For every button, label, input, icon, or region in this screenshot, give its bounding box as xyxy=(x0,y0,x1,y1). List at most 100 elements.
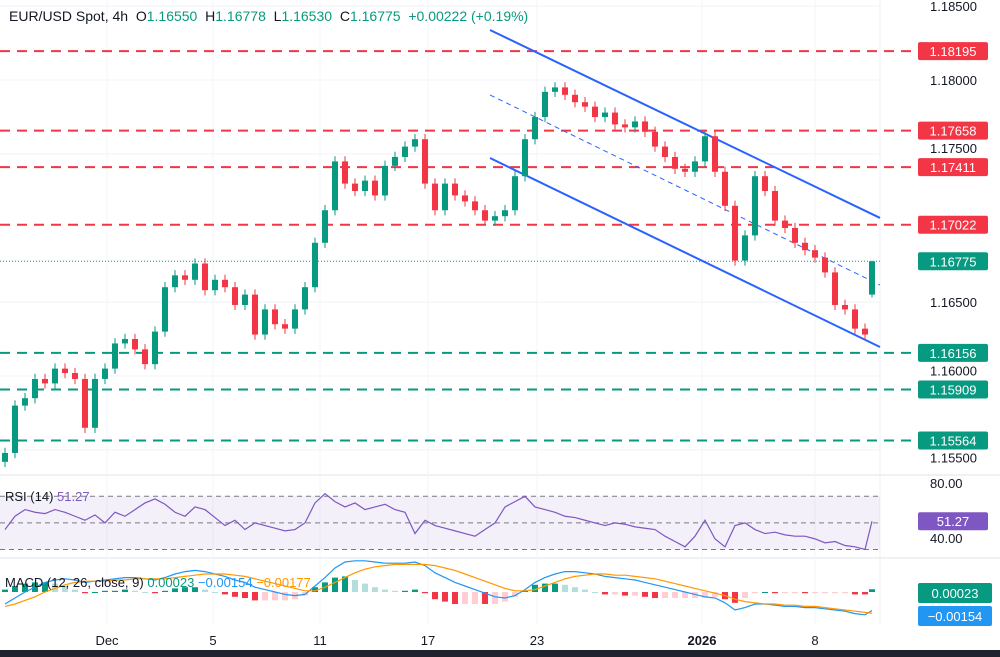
candle-body xyxy=(292,309,298,329)
macd-histogram-bar xyxy=(842,592,848,594)
candle-body xyxy=(252,294,258,335)
low-value: 1.16530 xyxy=(281,8,333,24)
open-label: O xyxy=(135,8,147,24)
macd-histogram-bar xyxy=(752,592,758,594)
candle-body xyxy=(82,378,88,428)
open-value: 1.16550 xyxy=(146,8,198,24)
macd-histogram-bar xyxy=(412,589,418,592)
rsi-title[interactable]: RSI (14) xyxy=(5,489,54,504)
macd-histogram-bar xyxy=(422,592,428,594)
candle-body xyxy=(362,180,368,191)
candle-body xyxy=(592,106,598,117)
macd-histogram-bar xyxy=(742,592,748,598)
macd-histogram-bar xyxy=(732,592,738,603)
macd-histogram-bar xyxy=(262,592,268,601)
macd-histogram-bar xyxy=(662,592,668,598)
macd-histogram-bar xyxy=(312,587,318,592)
macd-histogram-bar xyxy=(682,592,688,598)
candle-body xyxy=(132,339,138,350)
candle-body xyxy=(432,183,438,211)
candle-body xyxy=(812,250,818,258)
candle-body xyxy=(712,136,718,172)
candle-body xyxy=(312,242,318,288)
macd-histogram-bar xyxy=(222,592,228,595)
macd-histogram-bar xyxy=(122,589,128,592)
candle-body xyxy=(42,378,48,384)
time-tick-label: 23 xyxy=(530,633,544,648)
macd-histogram-bar xyxy=(212,592,218,593)
macd-histogram-bar xyxy=(762,592,768,593)
candle-body xyxy=(782,220,788,228)
candle-body xyxy=(422,139,428,184)
candle-body xyxy=(62,368,68,374)
macd-histogram-bar xyxy=(82,592,88,594)
candle-body xyxy=(822,257,828,273)
macd-histogram-bar xyxy=(822,592,828,594)
candle-body xyxy=(742,235,748,261)
macd-line-value: −0.00154 xyxy=(197,575,253,590)
macd-histogram-bar xyxy=(492,592,498,604)
macd-histogram-bar xyxy=(42,582,48,592)
time-tick-label: 11 xyxy=(313,633,327,648)
macd-histogram-bar xyxy=(432,592,438,600)
resistance-price-badge xyxy=(918,215,988,234)
candle-body xyxy=(642,121,648,132)
macd-histogram-bar xyxy=(542,583,548,592)
macd-histogram-bar xyxy=(382,589,388,592)
macd-legend: MACD (12, 26, close, 9) 0.00023 −0.00154… xyxy=(5,575,311,590)
symbol-legend: EUR/USD Spot, 4h O1.16550 H1.16778 L1.16… xyxy=(9,8,528,24)
candle-body xyxy=(92,378,98,428)
candle-body xyxy=(32,378,38,399)
macd-histogram-bar xyxy=(362,583,368,592)
candle-body xyxy=(192,263,198,280)
macd-histogram-bar xyxy=(622,592,628,596)
macd-histogram-bar xyxy=(352,580,358,592)
level-price-label: 1.16775 xyxy=(930,254,977,269)
macd-histogram-bar xyxy=(572,587,578,592)
rsi-tick-label: 40.00 xyxy=(930,531,963,546)
candle-body xyxy=(452,183,458,196)
macd-histogram-bar xyxy=(252,592,258,601)
macd-histogram-bar xyxy=(242,592,248,598)
macd-histogram-bar xyxy=(192,587,198,592)
macd-histogram-bar xyxy=(202,589,208,592)
macd-macd-badge-label: −0.00154 xyxy=(928,609,983,624)
macd-histogram-bar xyxy=(642,592,648,597)
macd-histogram-bar xyxy=(402,590,408,592)
candle-body xyxy=(572,94,578,103)
candle-body xyxy=(442,183,448,211)
candle-body xyxy=(152,331,158,365)
candle-body xyxy=(242,294,248,305)
macd-histogram-bar xyxy=(472,592,478,604)
macd-histogram-bar xyxy=(332,577,338,592)
candle-body xyxy=(232,287,238,305)
macd-hist-value: 0.00023 xyxy=(147,575,195,590)
candle-body xyxy=(842,304,848,310)
macd-histogram-bar xyxy=(512,592,518,597)
macd-histogram-bar xyxy=(522,590,528,592)
macd-histogram-bar xyxy=(862,592,868,595)
candle-body xyxy=(862,328,868,335)
macd-histogram-bar xyxy=(632,592,638,596)
candle-body xyxy=(302,287,308,310)
candle-body xyxy=(682,168,688,172)
macd-histogram-bar xyxy=(152,592,158,594)
macd-title[interactable]: MACD (12, 26, close, 9) xyxy=(5,575,144,590)
macd-line xyxy=(4,560,873,616)
macd-histogram-bar xyxy=(232,592,238,597)
macd-histogram-bar xyxy=(22,583,28,592)
macd-histogram-bar xyxy=(562,584,568,592)
macd-signal-value: −0.00177 xyxy=(256,575,311,590)
candle-body xyxy=(632,121,638,128)
symbol-name[interactable]: EUR/USD Spot, 4h xyxy=(9,8,129,24)
macd-histogram-bar xyxy=(442,592,448,602)
candle-body xyxy=(172,275,178,288)
macd-histogram-bar xyxy=(782,592,788,594)
level-price-label: 1.15564 xyxy=(930,434,977,449)
candle-body xyxy=(112,343,118,369)
candle-body xyxy=(832,272,838,305)
candle-body xyxy=(402,146,408,157)
macd-histogram-bar xyxy=(372,587,378,592)
macd-histogram-bar xyxy=(462,592,468,604)
